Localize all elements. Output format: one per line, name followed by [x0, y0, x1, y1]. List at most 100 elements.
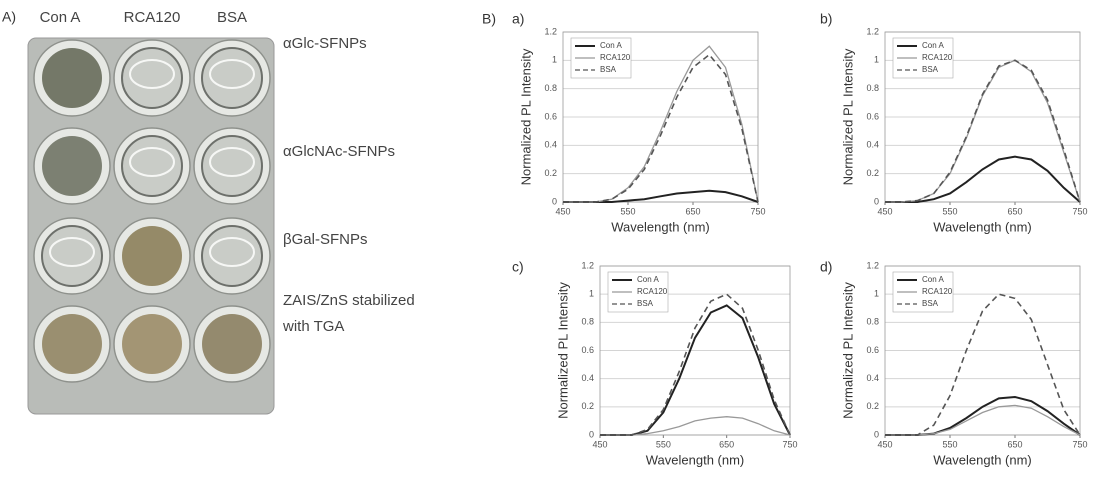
well-content: [122, 314, 182, 374]
series-line: [885, 155, 1081, 203]
well-meniscus: [209, 147, 255, 177]
well-meniscus: [129, 59, 175, 89]
series-line: [885, 395, 1081, 436]
panel-label: c): [512, 259, 524, 275]
panel-label: B): [482, 11, 496, 27]
y-tick-label: 0: [874, 429, 879, 439]
well-meniscus: [129, 147, 175, 177]
y-tick-label: 1: [874, 55, 879, 65]
row-label: αGlc-SFNPs: [283, 35, 367, 52]
y-tick-label: 0.4: [544, 140, 557, 150]
series-line: [600, 304, 791, 436]
y-tick-label: 0: [589, 429, 594, 439]
y-tick-label: 0.8: [866, 317, 879, 327]
y-tick-label: 0.4: [866, 373, 879, 383]
y-tick-label: 0.2: [544, 168, 557, 178]
x-tick-label: 450: [877, 206, 892, 216]
well-content: [202, 314, 262, 374]
legend-label: BSA: [637, 299, 654, 308]
panel-label: b): [820, 11, 832, 27]
y-tick-label: 0.8: [544, 83, 557, 93]
x-tick-label: 750: [1072, 439, 1087, 449]
row-label: αGlcNAc-SFNPs: [283, 143, 395, 160]
y-tick-label: 1.2: [544, 26, 557, 36]
y-tick-label: 0.2: [581, 401, 594, 411]
y-tick-label: 0.6: [581, 345, 594, 355]
y-tick-label: 1.2: [866, 26, 879, 36]
x-axis-label: Wavelength (nm): [611, 219, 710, 234]
y-tick-label: 1.2: [866, 260, 879, 270]
y-tick-label: 1: [874, 289, 879, 299]
x-axis-label: Wavelength (nm): [933, 452, 1032, 467]
x-tick-label: 650: [1007, 439, 1022, 449]
well-content: [42, 136, 102, 196]
row-label: βGal-SFNPs: [283, 231, 367, 248]
y-axis-label: Normalized PL Intensity: [518, 48, 533, 185]
x-tick-label: 750: [750, 206, 765, 216]
y-tick-label: 0.2: [866, 168, 879, 178]
well-meniscus: [49, 237, 95, 267]
well-content: [42, 314, 102, 374]
panel-label: a): [512, 11, 524, 27]
y-axis-label: Normalized PL Intensity: [555, 282, 570, 419]
legend-label: Con A: [922, 41, 944, 50]
column-label: BSA: [217, 9, 247, 26]
well-meniscus: [209, 237, 255, 267]
x-tick-label: 550: [942, 439, 957, 449]
legend-label: BSA: [600, 65, 617, 74]
legend-label: Con A: [922, 275, 944, 284]
legend-label: BSA: [922, 299, 939, 308]
series-line: [600, 416, 791, 436]
plot-frame: [599, 265, 791, 436]
y-tick-label: 0.8: [581, 317, 594, 327]
y-axis-label: Normalized PL Intensity: [840, 48, 855, 185]
series-line: [885, 404, 1081, 436]
y-tick-label: 1.2: [581, 260, 594, 270]
panel-label: A): [2, 9, 16, 25]
y-tick-label: 0.6: [866, 345, 879, 355]
y-tick-label: 1: [589, 289, 594, 299]
legend-label: Con A: [600, 41, 622, 50]
series-line: [885, 293, 1081, 436]
y-tick-label: 0.6: [544, 111, 557, 121]
y-tick-label: 0: [874, 196, 879, 206]
x-tick-label: 650: [719, 439, 734, 449]
legend-label: RCA120: [922, 287, 953, 296]
series-line: [563, 53, 759, 203]
x-tick-label: 750: [1072, 206, 1087, 216]
y-tick-label: 0: [552, 196, 557, 206]
legend-label: Con A: [637, 275, 659, 284]
x-tick-label: 650: [1007, 206, 1022, 216]
x-tick-label: 450: [877, 439, 892, 449]
legend-label: BSA: [922, 65, 939, 74]
plot-frame: [884, 31, 1081, 203]
x-tick-label: 550: [620, 206, 635, 216]
row-label: ZAIS/ZnS stabilized: [283, 292, 415, 309]
x-tick-label: 450: [592, 439, 607, 449]
x-tick-label: 750: [782, 439, 797, 449]
y-tick-label: 1: [552, 55, 557, 65]
series-line: [563, 189, 759, 203]
y-axis-label: Normalized PL Intensity: [840, 282, 855, 419]
column-label: RCA120: [124, 9, 181, 26]
row-label: with TGA: [282, 318, 344, 335]
series-line: [600, 293, 791, 436]
x-tick-label: 550: [656, 439, 671, 449]
plot-frame: [884, 265, 1081, 436]
plot-frame: [562, 31, 759, 203]
y-tick-label: 0.4: [581, 373, 594, 383]
y-tick-label: 0.2: [866, 401, 879, 411]
y-tick-label: 0.8: [866, 83, 879, 93]
y-tick-label: 0.4: [866, 140, 879, 150]
x-tick-label: 450: [555, 206, 570, 216]
x-axis-label: Wavelength (nm): [933, 219, 1032, 234]
legend-label: RCA120: [600, 53, 631, 62]
y-tick-label: 0.6: [866, 111, 879, 121]
panel-label: d): [820, 259, 832, 275]
legend-label: RCA120: [922, 53, 953, 62]
x-tick-label: 550: [942, 206, 957, 216]
x-tick-label: 650: [685, 206, 700, 216]
legend-label: RCA120: [637, 287, 668, 296]
column-label: Con A: [40, 9, 81, 26]
